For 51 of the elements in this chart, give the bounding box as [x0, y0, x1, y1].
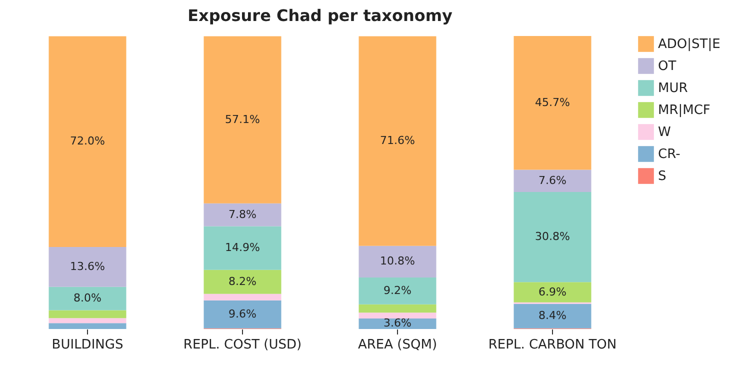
x-tick-label: REPL. COST (USD)	[183, 338, 302, 352]
data-label: 6.9%	[538, 285, 566, 298]
data-label: 7.6%	[538, 174, 566, 187]
legend-label: CR-	[658, 147, 681, 162]
data-label: 3.6%	[384, 316, 412, 330]
bar	[48, 318, 126, 324]
legend-label: W	[658, 125, 671, 140]
bar	[204, 36, 282, 204]
x-tick-label: AREA (SQM)	[358, 338, 438, 352]
bar	[48, 247, 126, 287]
legend-label: MR|MCF	[658, 103, 710, 118]
data-label: 72.0%	[70, 134, 105, 148]
bar	[358, 246, 436, 278]
data-label: 8.4%	[538, 309, 566, 322]
bar	[204, 270, 282, 294]
data-label: 13.6%	[70, 260, 105, 273]
data-label: 7.8%	[228, 208, 256, 221]
bar	[514, 36, 592, 170]
bar	[514, 170, 592, 192]
bar	[204, 203, 282, 226]
data-label: 71.6%	[380, 134, 415, 148]
data-label: 9.2%	[384, 284, 412, 297]
bar	[358, 304, 436, 313]
bar	[48, 286, 126, 310]
data-label: 30.8%	[535, 230, 570, 244]
bar	[358, 36, 436, 246]
legend-label: MUR	[658, 81, 688, 96]
data-label: 8.0%	[74, 292, 102, 305]
bar	[48, 36, 126, 248]
legend-label: OT	[658, 59, 676, 74]
data-label: 57.1%	[225, 112, 260, 126]
x-tick-label: REPL. CARBON TON	[488, 338, 617, 352]
legend-label: ADO|ST|E	[658, 37, 720, 52]
data-label: 8.2%	[228, 274, 256, 288]
bar	[204, 226, 282, 270]
data-label: 9.6%	[228, 307, 256, 320]
data-label: 14.9%	[225, 241, 260, 254]
data-label: 45.7%	[535, 96, 570, 109]
bar	[48, 310, 126, 318]
bar	[48, 323, 126, 329]
data-label: 10.8%	[380, 254, 415, 268]
bar	[514, 282, 592, 302]
x-tick-label: BUILDINGS	[52, 338, 124, 352]
bar	[358, 277, 436, 304]
chart-title: Exposure Chad per taxonomy	[188, 6, 454, 25]
bar	[514, 304, 592, 328]
legend-label: S	[658, 169, 666, 184]
bar	[514, 192, 592, 282]
bar	[358, 312, 436, 318]
bar	[204, 294, 282, 300]
bar	[204, 300, 282, 328]
